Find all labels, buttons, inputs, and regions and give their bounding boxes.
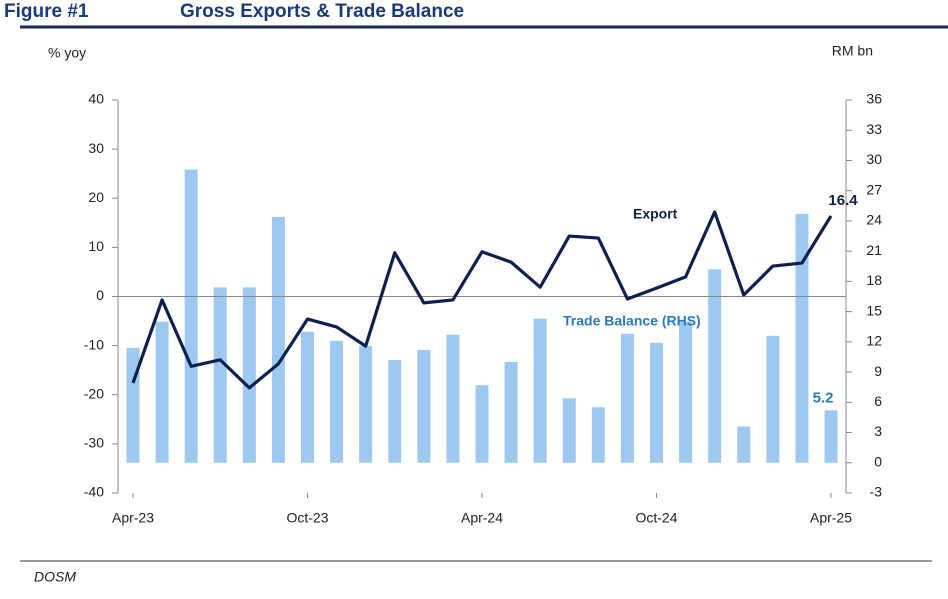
y2-tick-label: 3 <box>874 423 882 439</box>
bar <box>155 321 169 463</box>
y-tick-label: 30 <box>88 140 104 156</box>
bar <box>591 407 605 463</box>
y2-tick-label: 15 <box>866 302 882 318</box>
y-tick-label: 10 <box>88 238 104 254</box>
y2-tick-label: 36 <box>866 91 882 107</box>
bar <box>824 410 838 463</box>
bar <box>737 426 751 463</box>
chart-title: Gross Exports & Trade Balance <box>180 1 464 22</box>
y2-tick-label: 24 <box>866 212 882 228</box>
legend-trade-balance: Trade Balance (RHS) <box>563 313 701 329</box>
x-tick-label: Apr-25 <box>810 510 852 526</box>
y2-tick-label: 6 <box>874 393 882 409</box>
y2-tick-label: 33 <box>866 121 882 137</box>
x-tick-label: Apr-24 <box>461 510 503 526</box>
x-tick-label: Oct-23 <box>286 510 328 526</box>
bar <box>301 331 314 463</box>
bar <box>620 333 634 463</box>
y-tick-label: -40 <box>84 484 104 500</box>
y2-tick-label: 21 <box>866 242 882 258</box>
x-tick-label: Apr-23 <box>112 510 154 526</box>
bar <box>533 318 547 463</box>
source: DOSM <box>34 569 76 585</box>
y-tick-label: 40 <box>88 91 104 107</box>
legend-export: Export <box>633 206 678 222</box>
y-tick-label: -10 <box>84 336 104 352</box>
bar <box>184 169 198 463</box>
data-label: 16.4 <box>828 192 858 209</box>
figure-label: Figure #1 <box>4 1 89 22</box>
x-tick-label: Oct-24 <box>635 510 677 526</box>
y2-tick-label: -3 <box>870 484 883 500</box>
bar <box>504 362 518 463</box>
y-tick-label: 20 <box>88 189 104 205</box>
bar <box>126 347 140 463</box>
bar <box>766 335 780 463</box>
bar <box>650 342 663 463</box>
y2-tick-label: 18 <box>866 272 882 288</box>
bar <box>213 287 227 463</box>
data-label: 5.2 <box>813 389 834 406</box>
bar <box>795 213 809 463</box>
y-tick-label: -30 <box>84 435 104 451</box>
y2-axis-label: RM bn <box>832 43 873 59</box>
y-tick-label: 0 <box>96 287 104 303</box>
bar <box>475 385 489 463</box>
bar <box>359 345 373 463</box>
bar <box>242 287 256 463</box>
y2-tick-label: 0 <box>874 453 882 469</box>
y2-tick-label: 30 <box>866 151 882 167</box>
bar <box>446 334 460 463</box>
y2-tick-label: 12 <box>866 333 882 349</box>
y-tick-label: -20 <box>84 385 104 401</box>
y2-tick-label: 9 <box>874 363 882 379</box>
y2-tick-label: 27 <box>866 181 882 197</box>
y-axis-label: % yoy <box>48 45 86 61</box>
bar <box>271 216 285 463</box>
bar <box>562 398 576 463</box>
bar <box>417 349 431 463</box>
bar <box>388 359 402 463</box>
line <box>131 210 833 390</box>
bar <box>679 321 693 463</box>
bar <box>708 269 722 463</box>
bar <box>330 340 344 463</box>
